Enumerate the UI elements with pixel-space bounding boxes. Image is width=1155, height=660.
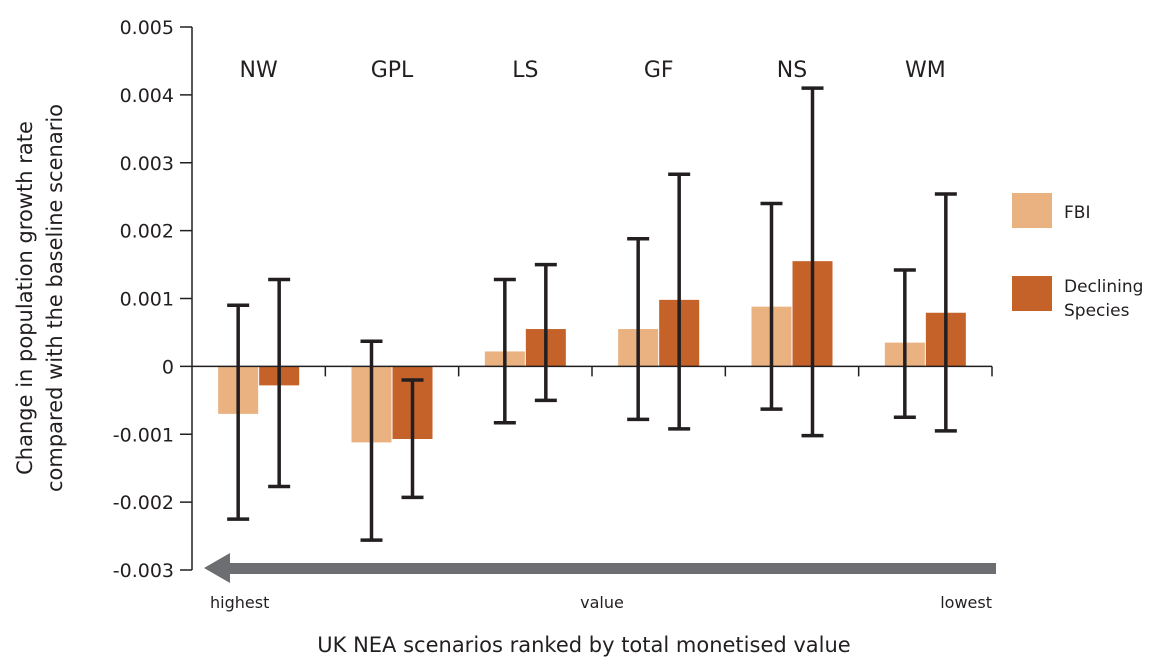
rank-label-highest: highest [210,593,269,612]
y-tick-label: 0.002 [120,221,174,243]
y-axis-title-line2: compared with the baseline scenario [43,104,67,492]
rank-label-value: value [580,593,624,612]
legend-swatch-declining-species [1012,276,1052,311]
arrow-head [204,553,230,583]
y-tick-label: -0.002 [113,492,174,514]
y-tick-label: -0.003 [113,560,174,582]
error-bars [227,86,957,542]
category-label: NW [240,58,278,83]
legend-label-declining-line1: Declining [1064,277,1143,297]
x-axis-ticks [324,366,993,377]
y-axis-title: Change in population growth rate compare… [13,104,67,492]
arrow-shaft [222,563,996,574]
category-label: LS [512,58,538,83]
legend-label-fbi: FBI [1064,203,1090,223]
y-tick-label: 0.004 [120,85,174,107]
rank-label-lowest: lowest [940,593,992,612]
y-tick-label: 0.005 [120,17,174,39]
legend: FBI Declining Species [1012,193,1143,321]
category-labels: NW GPL LS GF NS WM [240,58,946,83]
y-tick-label: 0 [162,356,174,378]
y-tick-label: 0.001 [120,289,174,311]
y-tick-label: 0.003 [120,153,174,175]
y-axis-ticks: 0.005 0.004 0.003 0.002 0.001 0 -0.001 -0.002 -0… [113,17,192,582]
category-label: NS [777,58,807,83]
ranking-arrow [204,553,996,583]
category-label: GPL [371,58,414,83]
legend-label-declining-line2: Species [1064,301,1130,321]
y-axis-title-line1: Change in population growth rate [13,121,37,475]
legend-swatch-fbi [1012,193,1052,228]
y-tick-label: -0.001 [113,424,174,446]
category-label: GF [644,58,674,83]
bars [218,261,966,443]
category-label: WM [905,58,946,83]
x-axis-title: UK NEA scenarios ranked by total monetis… [317,633,850,657]
